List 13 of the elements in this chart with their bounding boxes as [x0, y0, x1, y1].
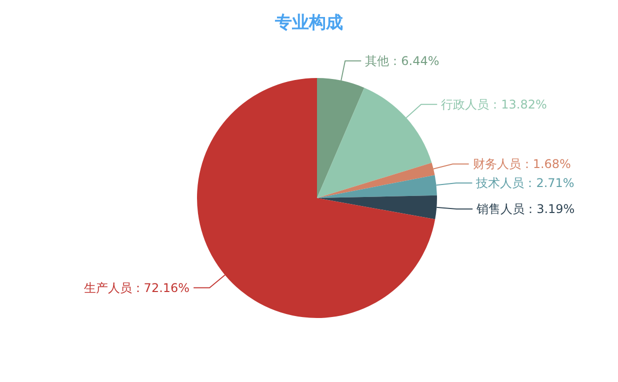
- slice-label: 销售人员：3.19%: [476, 202, 575, 216]
- pie-slice: [197, 78, 436, 318]
- pie-slice: [317, 78, 364, 198]
- chart-title: 专业构成: [274, 13, 343, 33]
- pie-slice: [317, 88, 432, 198]
- pie-slice: [317, 175, 437, 198]
- slice-label: 财务人员：1.68%: [472, 157, 571, 172]
- slice-label: 行政人员：13.82%: [441, 97, 547, 112]
- slice-label: 技术人员：2.71%: [475, 176, 574, 190]
- pie-slice: [317, 162, 435, 198]
- pie-slice: [317, 195, 437, 220]
- slice-label: 生产人员：72.16%: [84, 280, 190, 295]
- slice-label: 其他：6.44%: [365, 54, 440, 68]
